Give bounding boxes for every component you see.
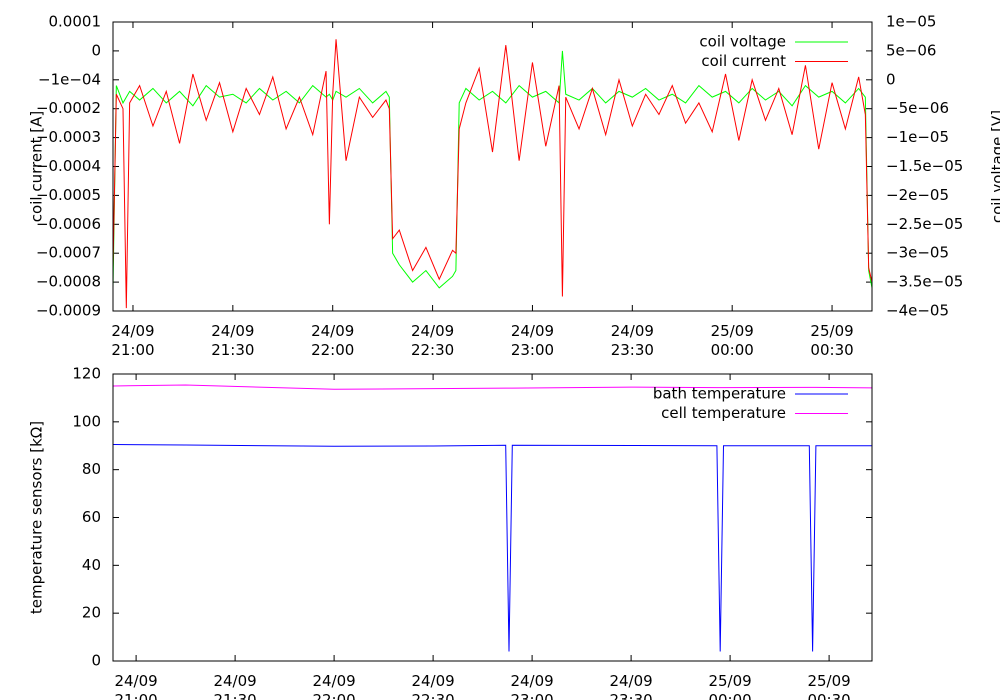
y2-tick-label: 5e−06 [886, 41, 936, 59]
y-tick-label: −0.0003 [36, 128, 101, 146]
y-axis-label: temperature sensors [kΩ] [28, 421, 46, 614]
series-line [112, 384, 873, 390]
y2-tick-label: −5e−06 [886, 99, 949, 117]
legend-label: bath temperature [653, 385, 786, 403]
x-tick-label-line: 00:30 [807, 691, 850, 700]
x-tick-label-line: 24/09 [611, 322, 654, 340]
legend-label: coil current [701, 52, 786, 70]
x-tick-label-line: 00:00 [708, 691, 751, 700]
series-line [112, 50, 873, 289]
x-tick-label: 25/09 00:00 [708, 672, 751, 700]
y2-tick-label: −1e−05 [886, 128, 949, 146]
y-tick-label: 0 [91, 41, 101, 59]
y-tick-label: −0.0006 [36, 215, 101, 233]
legend-label: coil voltage [699, 33, 786, 51]
x-tick-label: 24/09 22:30 [411, 672, 454, 700]
y-tick-label: 80 [82, 460, 101, 478]
y2-tick-label: 0 [886, 70, 896, 88]
plot-frame [112, 21, 873, 312]
y-tick-label: −0.0005 [36, 186, 101, 204]
x-tick-label: 24/09 21:00 [114, 672, 157, 700]
y2-tick-label: −3.5e−05 [886, 273, 963, 291]
x-tick-label-line: 25/09 [708, 672, 751, 690]
x-tick-label-line: 24/09 [114, 672, 157, 690]
y2-tick-label: −3e−05 [886, 244, 949, 262]
x-tick-label: 25/09 00:30 [810, 322, 853, 359]
y-tick-label: 100 [72, 412, 101, 430]
y-tick-label: −0.0007 [36, 244, 101, 262]
series-line [112, 444, 872, 652]
x-tick-label-line: 21:30 [213, 691, 256, 700]
series-line [112, 39, 873, 309]
y2-tick-label: −4e−05 [886, 302, 949, 320]
x-tick-label: 25/09 00:30 [807, 672, 850, 700]
plot-frame [112, 373, 873, 662]
legend-label: cell temperature [661, 404, 786, 422]
y2-tick-label: −2e−05 [886, 186, 949, 204]
x-tick-label-line: 23:30 [611, 341, 654, 359]
x-tick-label-line: 22:00 [311, 341, 354, 359]
x-tick-label-line: 24/09 [312, 672, 355, 690]
x-tick-label: 25/09 00:00 [711, 322, 754, 359]
y-tick-label: 0.0001 [49, 13, 102, 31]
y-tick-label: −0.0002 [36, 99, 101, 117]
y2-axis-label: coil voltage [V] [989, 110, 1000, 223]
x-tick-label: 24/09 21:00 [111, 322, 154, 359]
y-tick-label: −1e−04 [38, 70, 101, 88]
x-tick-label: 24/09 23:30 [609, 672, 652, 700]
y-tick-label: −0.0009 [36, 302, 101, 320]
x-tick-label-line: 00:00 [711, 341, 754, 359]
x-tick-label: 24/09 21:30 [211, 322, 254, 359]
x-tick-label: 24/09 23:00 [510, 672, 553, 700]
x-tick-label: 24/09 22:00 [311, 322, 354, 359]
x-tick-label-line: 24/09 [411, 672, 454, 690]
y2-tick-label: −2.5e−05 [886, 215, 963, 233]
x-tick-label-line: 23:30 [609, 691, 652, 700]
y-tick-label: 20 [82, 604, 101, 622]
x-tick-label-line: 25/09 [810, 322, 853, 340]
x-tick-label-line: 25/09 [807, 672, 850, 690]
x-tick-label-line: 24/09 [211, 322, 254, 340]
x-tick-label-line: 23:00 [511, 341, 554, 359]
x-tick-label: 24/09 23:00 [511, 322, 554, 359]
y-tick-label: −0.0004 [36, 157, 101, 175]
x-tick-label-line: 00:30 [810, 341, 853, 359]
y-tick-label: −0.0008 [36, 273, 101, 291]
x-tick-label-line: 24/09 [411, 322, 454, 340]
y-tick-label: 60 [82, 508, 101, 526]
y2-tick-label: 1e−05 [886, 13, 936, 31]
x-tick-label: 24/09 23:30 [611, 322, 654, 359]
x-tick-label-line: 24/09 [511, 322, 554, 340]
y2-tick-label: −1.5e−05 [886, 157, 963, 175]
x-tick-label-line: 24/09 [311, 322, 354, 340]
x-tick-label-line: 21:30 [211, 341, 254, 359]
y-axis-label: coil current [A] [28, 111, 46, 222]
x-tick-label: 24/09 21:30 [213, 672, 256, 700]
x-tick-label-line: 22:00 [312, 691, 355, 700]
x-tick-label-line: 23:00 [510, 691, 553, 700]
x-tick-label: 24/09 22:30 [411, 322, 454, 359]
x-tick-label-line: 21:00 [111, 341, 154, 359]
x-tick-label-line: 24/09 [609, 672, 652, 690]
x-tick-label-line: 22:30 [411, 691, 454, 700]
y-tick-label: 0 [91, 652, 101, 670]
y-tick-label: 40 [82, 556, 101, 574]
x-tick-label-line: 24/09 [510, 672, 553, 690]
x-tick-label-line: 21:00 [114, 691, 157, 700]
x-tick-label: 24/09 22:00 [312, 672, 355, 700]
x-tick-label-line: 24/09 [213, 672, 256, 690]
x-tick-label-line: 25/09 [711, 322, 754, 340]
x-tick-label-line: 22:30 [411, 341, 454, 359]
y-tick-label: 120 [72, 365, 101, 383]
x-tick-label-line: 24/09 [111, 322, 154, 340]
